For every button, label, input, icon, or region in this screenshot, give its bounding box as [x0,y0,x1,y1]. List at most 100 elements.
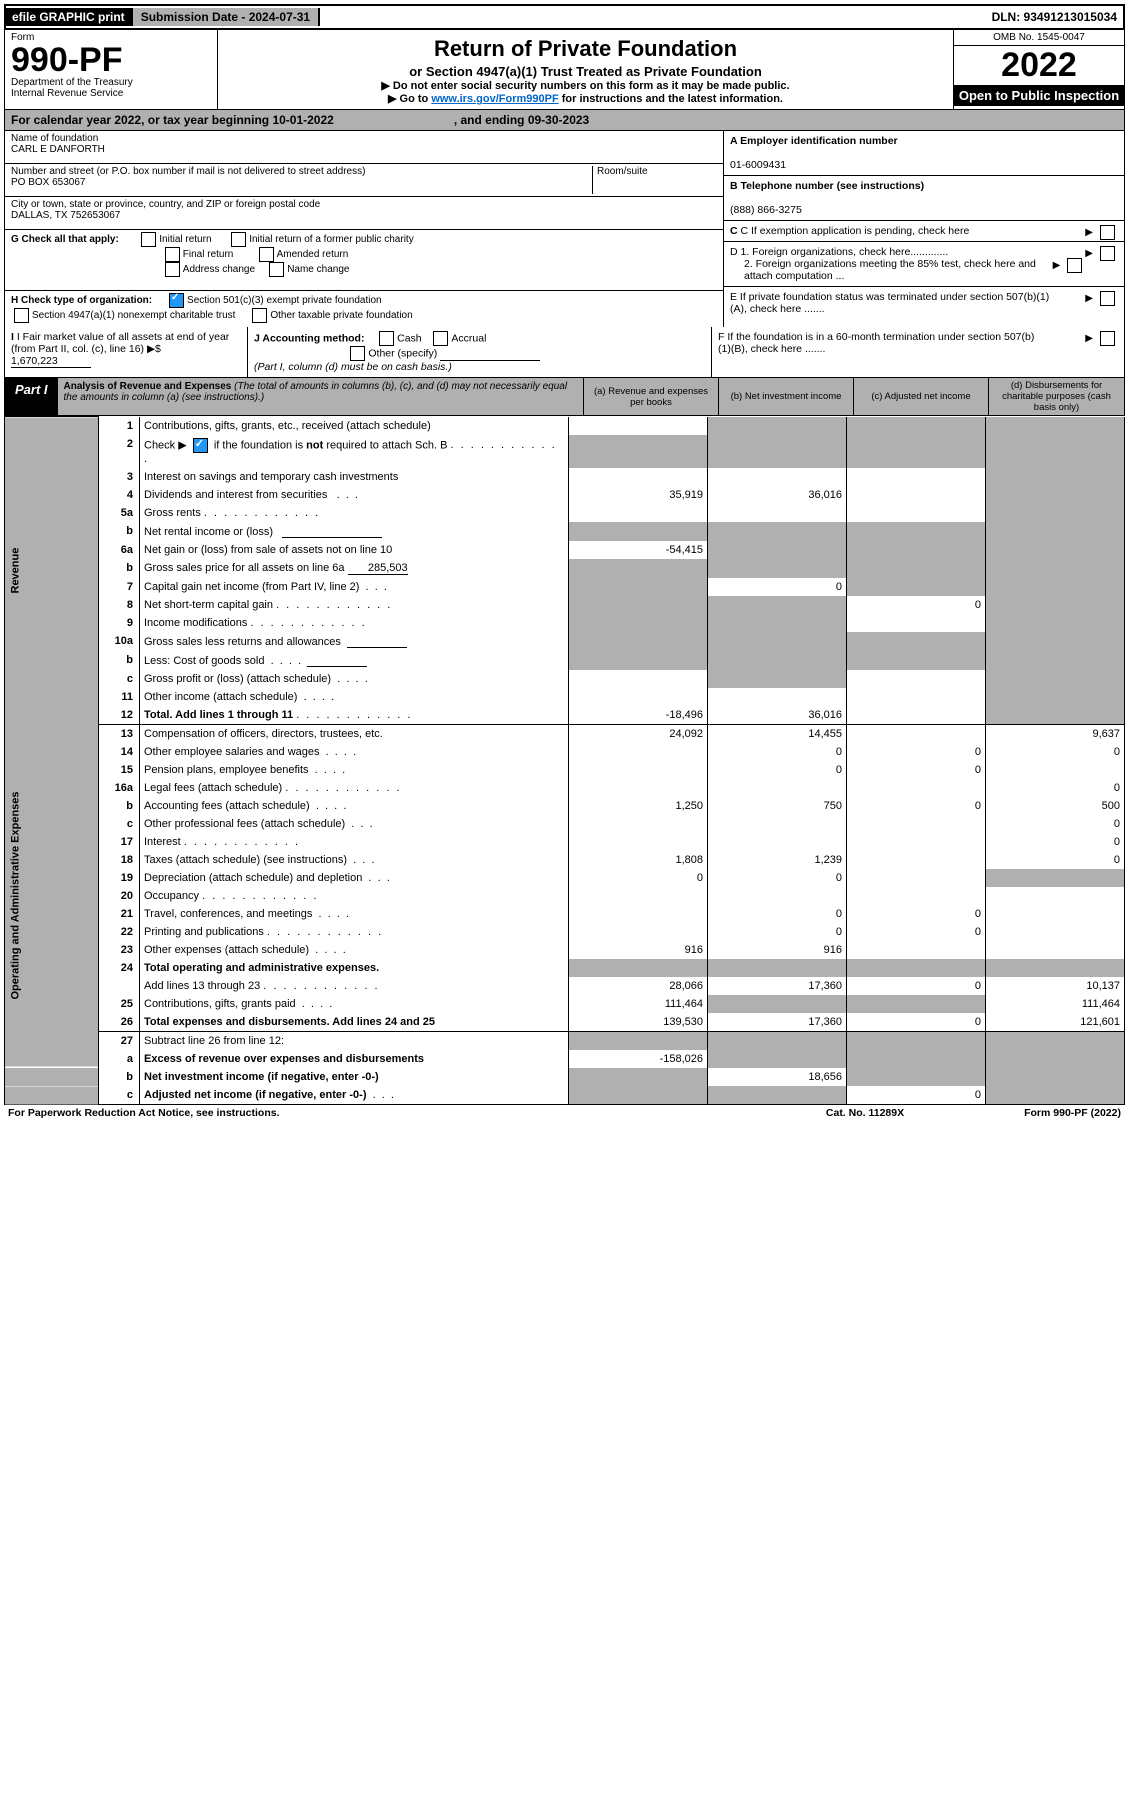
revenue-side-label: Revenue [5,417,99,725]
row-15-desc: Pension plans, employee benefits [144,764,309,776]
row-1-desc: Contributions, gifts, grants, etc., rece… [140,417,569,435]
r12b: 36,016 [708,706,847,725]
r26d: 121,601 [986,1013,1125,1032]
d2-checkbox[interactable] [1067,258,1082,273]
arrow-icon: ▶ [1085,293,1093,304]
h-cell: H Check type of organization: Section 50… [5,291,723,327]
c-checkbox[interactable] [1100,225,1115,240]
cogs-input[interactable] [307,654,367,667]
col-b-header: (b) Net investment income [718,378,853,415]
accrual-label: Accrual [451,332,486,344]
r4b: 36,016 [708,486,847,504]
r27aa: -158,026 [569,1050,708,1068]
addr-label: Number and street (or P.O. box number if… [11,166,365,177]
r6b-val: 285,503 [348,562,408,575]
i-arrow: ▶$ [147,343,161,355]
header-left: Form 990-PF Department of the Treasury I… [5,30,218,109]
page-footer: For Paperwork Reduction Act Notice, see … [4,1105,1125,1121]
addr-value: PO BOX 653067 [11,177,86,188]
calendar-year-row: For calendar year 2022, or tax year begi… [4,110,1125,131]
501c3-checkbox[interactable] [169,293,184,308]
row-18-desc: Taxes (attach schedule) (see instruction… [144,854,347,866]
dln-label: DLN: 93491213015034 [992,10,1123,24]
r15b: 0 [708,761,847,779]
r19b: 0 [708,869,847,887]
other-method-checkbox[interactable] [350,346,365,361]
row-16a-desc: Legal fees (attach schedule) [144,782,282,794]
header-right: OMB No. 1545-0047 2022 Open to Public In… [953,30,1124,109]
r23b: 916 [708,941,847,959]
cash-checkbox[interactable] [379,331,394,346]
i-label: I Fair market value of all assets at end… [11,331,229,355]
row-23-desc: Other expenses (attach schedule) [144,944,309,956]
header-center: Return of Private Foundation or Section … [218,30,953,109]
form990pf-link[interactable]: www.irs.gov/Form990PF [431,93,558,105]
r12a: -18,496 [569,706,708,725]
col-d-header: (d) Disbursements for charitable purpose… [988,378,1124,415]
4947-checkbox[interactable] [14,308,29,323]
row-6a-desc: Net gain or (loss) from sale of assets n… [140,541,569,559]
d1-label: D 1. Foreign organizations, check here..… [730,246,948,258]
irs-label: Internal Revenue Service [11,88,123,99]
top-bar: efile GRAPHIC print Submission Date - 20… [4,4,1125,30]
e-cell: E If private foundation status was termi… [724,287,1124,319]
row-26-desc: Total expenses and disbursements. Add li… [144,1016,435,1028]
r24c: 0 [847,977,986,995]
row-9-desc: Income modifications [144,617,247,629]
r13b: 14,455 [708,724,847,743]
row-13-desc: Compensation of officers, directors, tru… [140,724,569,743]
r14c: 0 [847,743,986,761]
arrow-icon: ▶ [1085,227,1093,238]
amended-return-checkbox[interactable] [259,247,274,262]
d2-label: 2. Foreign organizations meeting the 85%… [744,258,1044,282]
cash-label: Cash [397,332,422,344]
row-21-desc: Travel, conferences, and meetings [144,908,312,920]
other-taxable-checkbox[interactable] [252,308,267,323]
form-subtitle: or Section 4947(a)(1) Trust Treated as P… [222,64,949,79]
note2-pre: ▶ Go to [388,93,431,105]
accrual-checkbox[interactable] [433,331,448,346]
r27cc: 0 [847,1086,986,1105]
part1-header: Part I Analysis of Revenue and Expenses … [4,378,1125,416]
address-change-checkbox[interactable] [165,262,180,277]
r14b: 0 [708,743,847,761]
open-public-label: Open to Public Inspection [954,85,1124,106]
final-return-checkbox[interactable] [165,247,180,262]
city-label: City or town, state or province, country… [11,199,320,210]
other-specify-input[interactable] [440,348,540,361]
r25a: 111,464 [569,995,708,1013]
efile-label[interactable]: efile GRAPHIC print [6,8,131,26]
name-change-checkbox[interactable] [269,262,284,277]
cal-end: , and ending 09-30-2023 [454,113,589,127]
row-27b-desc: Net investment income (if negative, ente… [144,1071,379,1083]
r6aa: -54,415 [569,541,708,559]
row-10c-desc: Gross profit or (loss) (attach schedule) [144,673,331,685]
r21c: 0 [847,905,986,923]
row-19-desc: Depreciation (attach schedule) and deple… [144,872,362,884]
d1-checkbox[interactable] [1100,246,1115,261]
rental-income-input[interactable] [282,525,382,538]
initial-return-checkbox[interactable] [141,232,156,247]
j-note: (Part I, column (d) must be on cash basi… [254,361,452,373]
r22b: 0 [708,923,847,941]
row-2-post: if the foundation is not required to att… [214,439,448,451]
r15c: 0 [847,761,986,779]
g-cell: G Check all that apply: Initial return I… [5,230,723,291]
gross-sales-input[interactable] [347,635,407,648]
row-12-desc: Total. Add lines 1 through 11 [144,709,293,721]
r4a: 35,919 [569,486,708,504]
ein-label: A Employer identification number [730,135,898,147]
foundation-name: CARL E DANFORTH [11,144,105,155]
initial-former-checkbox[interactable] [231,232,246,247]
row-27c-desc: Adjusted net income (if negative, enter … [144,1089,366,1101]
submission-date: Submission Date - 2024-07-31 [131,8,320,26]
r23a: 916 [569,941,708,959]
identity-block: Name of foundation CARL E DANFORTH Numbe… [4,131,1125,327]
ein-value: 01-6009431 [730,159,786,171]
f-checkbox[interactable] [1100,331,1115,346]
name-change-label: Name change [287,264,349,275]
schb-checkbox[interactable] [193,438,208,453]
city-cell: City or town, state or province, country… [5,197,723,230]
row-7-desc: Capital gain net income (from Part IV, l… [144,581,359,593]
e-checkbox[interactable] [1100,291,1115,306]
